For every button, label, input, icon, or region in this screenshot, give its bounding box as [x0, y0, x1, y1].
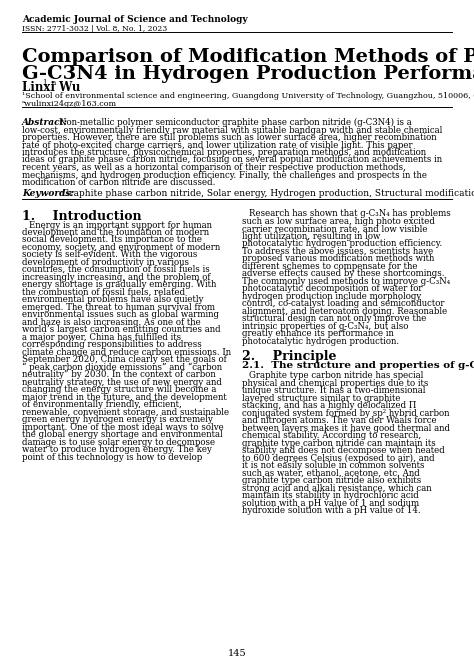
Text: such as water, ethanol, acetone, etc. And: such as water, ethanol, acetone, etc. An… — [242, 469, 420, 478]
Text: Comparison of Modification Methods of Photocatalyst: Comparison of Modification Methods of Ph… — [22, 48, 474, 66]
Text: damage is to use solar energy to decompose: damage is to use solar energy to decompo… — [22, 438, 215, 447]
Text: stacking, and has a highly delocalized Π: stacking, and has a highly delocalized Π — [242, 401, 417, 411]
Text: society is self-evident. With the vigorous: society is self-evident. With the vigoro… — [22, 251, 197, 259]
Text: alignment, and heteroatom doping. Reasonable: alignment, and heteroatom doping. Reason… — [242, 307, 447, 316]
Text: water to produce hydrogen energy. The key: water to produce hydrogen energy. The ke… — [22, 446, 212, 454]
Text: modification of carbon nitride are discussed.: modification of carbon nitride are discu… — [22, 178, 215, 187]
Text: development of productivity in various: development of productivity in various — [22, 258, 189, 267]
Text: social development. Its importance to the: social development. Its importance to th… — [22, 235, 202, 245]
Text: 2.1.  The structure and properties of g-C₃N₄: 2.1. The structure and properties of g-C… — [242, 362, 474, 371]
Text: neutrality strategy, the use of new energy and: neutrality strategy, the use of new ener… — [22, 378, 222, 387]
Text: carrier recombination rate, and low visible: carrier recombination rate, and low visi… — [242, 224, 428, 234]
Text: environmental problems have also quietly: environmental problems have also quietly — [22, 295, 203, 304]
Text: Abstract:: Abstract: — [22, 118, 68, 127]
Text: hydroxide solution with a pH value of 14.: hydroxide solution with a pH value of 14… — [242, 507, 421, 515]
Text: countries, the consumption of fossil fuels is: countries, the consumption of fossil fue… — [22, 265, 210, 275]
Text: ᵃwulinxi24gz@163.com: ᵃwulinxi24gz@163.com — [22, 100, 117, 108]
Text: major trend in the future, and the development: major trend in the future, and the devel… — [22, 393, 227, 402]
Text: changing the energy structure will become a: changing the energy structure will becom… — [22, 385, 216, 395]
Text: rate of photo-excited charge carriers, and lower utilization rate of visible lig: rate of photo-excited charge carriers, a… — [22, 141, 412, 149]
Text: economy, society, and environment of modern: economy, society, and environment of mod… — [22, 243, 220, 252]
Text: physical and chemical properties due to its: physical and chemical properties due to … — [242, 379, 428, 388]
Text: Research has shown that g-C₃N₄ has problems: Research has shown that g-C₃N₄ has probl… — [249, 210, 451, 218]
Text: greatly enhance its performance in: greatly enhance its performance in — [242, 330, 394, 338]
Text: and nitrogen atoms. The van der Waals force: and nitrogen atoms. The van der Waals fo… — [242, 417, 437, 425]
Text: graphite type carbon nitride can maintain its: graphite type carbon nitride can maintai… — [242, 439, 436, 448]
Text: important. One of the most ideal ways to solve: important. One of the most ideal ways to… — [22, 423, 224, 432]
Text: different schemes to compensate for the: different schemes to compensate for the — [242, 262, 418, 271]
Text: light utilization, resulting in low: light utilization, resulting in low — [242, 232, 381, 241]
Text: mechanisms, and hydrogen production efficiency. Finally, the challenges and pros: mechanisms, and hydrogen production effi… — [22, 170, 427, 180]
Text: ISSN: 2771-3032 | Vol. 8, No. 1, 2023: ISSN: 2771-3032 | Vol. 8, No. 1, 2023 — [22, 25, 167, 33]
Text: introduces the structure, physicochemical properties, preparation methods, and m: introduces the structure, physicochemica… — [22, 148, 426, 157]
Text: intrinsic properties of g-C₃N₄, but also: intrinsic properties of g-C₃N₄, but also — [242, 322, 409, 331]
Text: neutrality” by 2030. In the context of carbon: neutrality” by 2030. In the context of c… — [22, 371, 216, 379]
Text: The commonly used methods to improve g-C₃N₄: The commonly used methods to improve g-C… — [242, 277, 450, 286]
Text: 1, a: 1, a — [43, 78, 56, 86]
Text: recent years, as well as a horizontal comparison of their respective production : recent years, as well as a horizontal co… — [22, 163, 406, 172]
Text: 145: 145 — [228, 649, 246, 658]
Text: 2.    Principle: 2. Principle — [242, 350, 337, 364]
Text: energy shortage is gradually emerging. With: energy shortage is gradually emerging. W… — [22, 281, 216, 289]
Text: between layers makes it have good thermal and: between layers makes it have good therma… — [242, 424, 450, 433]
Text: of environmentally friendly, efficient,: of environmentally friendly, efficient, — [22, 401, 182, 409]
Text: Energy is an important support for human: Energy is an important support for human — [29, 220, 212, 230]
Text: Graphite type carbon nitride has special: Graphite type carbon nitride has special — [249, 371, 424, 381]
Text: to 600 degrees Celsius (exposed to air), and: to 600 degrees Celsius (exposed to air),… — [242, 454, 435, 463]
Text: a major power, China has fulfilled its: a major power, China has fulfilled its — [22, 333, 181, 342]
Text: Graphite phase carbon nitride, Solar energy, Hydrogen production, Structural mod: Graphite phase carbon nitride, Solar ene… — [62, 190, 474, 198]
Text: ¹School of environmental science and engineering, Guangdong University of Techno: ¹School of environmental science and eng… — [22, 92, 474, 100]
Text: unique structure. It has a two-dimensional: unique structure. It has a two-dimension… — [242, 387, 426, 395]
Text: To address the above issues, scientists have: To address the above issues, scientists … — [242, 247, 433, 256]
Text: the combustion of fossil fuels, related: the combustion of fossil fuels, related — [22, 288, 185, 297]
Text: photocatalytic hydrogen production efficiency.: photocatalytic hydrogen production effic… — [242, 239, 442, 249]
Text: hydrogen production include morphology: hydrogen production include morphology — [242, 292, 421, 301]
Text: layered structure similar to graphite: layered structure similar to graphite — [242, 394, 401, 403]
Text: control, co-catalyst loading and semiconductor: control, co-catalyst loading and semicon… — [242, 299, 445, 308]
Text: Academic Journal of Science and Technology: Academic Journal of Science and Technolo… — [22, 15, 247, 24]
Text: and haze is also increasing. As one of the: and haze is also increasing. As one of t… — [22, 318, 201, 327]
Text: Keywords:: Keywords: — [22, 190, 73, 198]
Text: properties. However, there are still problems such as lower surface area, higher: properties. However, there are still pro… — [22, 133, 437, 142]
Text: photocatalytic decomposition of water for: photocatalytic decomposition of water fo… — [242, 285, 423, 293]
Text: renewable, convenient storage, and sustainable: renewable, convenient storage, and susta… — [22, 408, 229, 417]
Text: graphite type carbon nitride also exhibits: graphite type carbon nitride also exhibi… — [242, 476, 421, 486]
Text: chemical stability. According to research,: chemical stability. According to researc… — [242, 431, 421, 440]
Text: G-C3N4 in Hydrogen Production Performance: G-C3N4 in Hydrogen Production Performanc… — [22, 65, 474, 83]
Text: it is not easily soluble in common solvents: it is not easily soluble in common solve… — [242, 462, 425, 470]
Text: proposed various modification methods with: proposed various modification methods wi… — [242, 255, 435, 263]
Text: 1.    Introduction: 1. Introduction — [22, 210, 141, 222]
Text: maintain its stability in hydrochloric acid: maintain its stability in hydrochloric a… — [242, 492, 419, 500]
Text: ideas of graphite phase carbon nitride, focusing on several popular modification: ideas of graphite phase carbon nitride, … — [22, 155, 442, 165]
Text: low-cost, environmentally friendly raw material with suitable bandgap width and : low-cost, environmentally friendly raw m… — [22, 125, 442, 135]
Text: September 2020, China clearly set the goals of: September 2020, China clearly set the go… — [22, 356, 227, 364]
Text: the global energy shortage and environmental: the global energy shortage and environme… — [22, 431, 223, 440]
Text: such as low surface area, high photo excited: such as low surface area, high photo exc… — [242, 217, 435, 226]
Text: point of this technology is how to develop: point of this technology is how to devel… — [22, 453, 202, 462]
Text: strong acid and alkali resistance, which can: strong acid and alkali resistance, which… — [242, 484, 432, 493]
Text: corresponding responsibilities to address: corresponding responsibilities to addres… — [22, 340, 201, 350]
Text: “ peak carbon dioxide emissions” and “carbon: “ peak carbon dioxide emissions” and “ca… — [22, 363, 222, 373]
Text: development and the foundation of modern: development and the foundation of modern — [22, 228, 209, 237]
Text: stability and does not decompose when heated: stability and does not decompose when he… — [242, 446, 445, 456]
Text: green energy hydrogen energy is extremely: green energy hydrogen energy is extremel… — [22, 415, 213, 425]
Text: environmental issues such as global warming: environmental issues such as global warm… — [22, 310, 219, 320]
Text: structural design can not only improve the: structural design can not only improve t… — [242, 314, 427, 324]
Text: emerged. The threat to human survival from: emerged. The threat to human survival fr… — [22, 303, 215, 312]
Text: Non-metallic polymer semiconductor graphite phase carbon nitride (g-C3N4) is a: Non-metallic polymer semiconductor graph… — [59, 118, 411, 127]
Text: Linxi Wu: Linxi Wu — [22, 81, 80, 94]
Text: adverse effects caused by these shortcomings.: adverse effects caused by these shortcom… — [242, 269, 445, 279]
Text: photocatalytic hydrogen production.: photocatalytic hydrogen production. — [242, 337, 399, 346]
Text: climate change and reduce carbon emissions. In: climate change and reduce carbon emissio… — [22, 348, 231, 357]
Text: world’s largest carbon emitting countries and: world’s largest carbon emitting countrie… — [22, 326, 220, 334]
Text: conjugated system formed by sp² hybrid carbon: conjugated system formed by sp² hybrid c… — [242, 409, 450, 418]
Text: increasingly increasing, and the problem of: increasingly increasing, and the problem… — [22, 273, 210, 282]
Text: solution with a pH value of 1 and sodium: solution with a pH value of 1 and sodium — [242, 499, 419, 508]
